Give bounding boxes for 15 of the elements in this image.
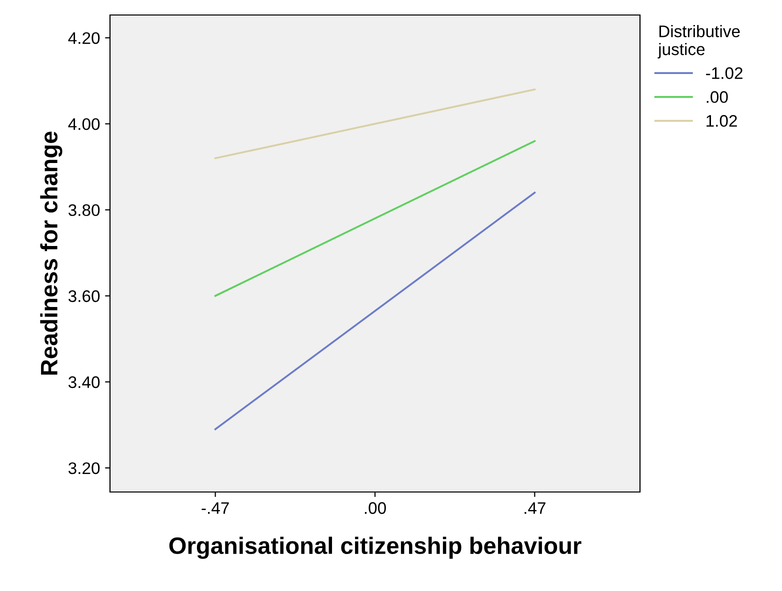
legend-title: Distributive justice [658, 25, 740, 58]
y-axis-title: Readiness for change [40, 132, 62, 375]
y-tick-label: 3.60 [68, 290, 100, 302]
legend-label: -1.02 [706, 67, 742, 80]
y-tick-label: 4.20 [68, 32, 100, 44]
legend-label: .00 [706, 91, 728, 103]
x-axis-title: Organisational citizenship behaviour [169, 536, 582, 559]
legend-label: 1.02 [706, 115, 737, 127]
x-tick-label: .00 [364, 502, 386, 514]
y-tick-label: 4.00 [68, 118, 100, 130]
y-tick-label: 3.80 [68, 204, 100, 216]
x-tick-label: .47 [524, 502, 546, 514]
x-tick-label: -.47 [202, 502, 229, 514]
y-tick-label: 3.20 [68, 462, 100, 474]
y-tick-label: 3.40 [68, 376, 100, 388]
